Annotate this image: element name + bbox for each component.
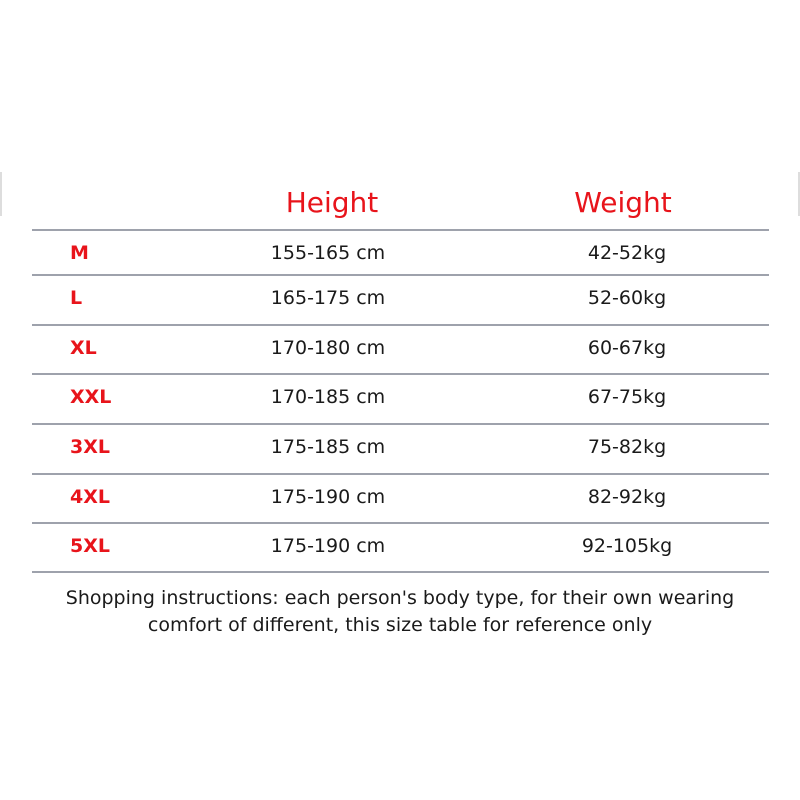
note-line-1: Shopping instructions: each person's bod…	[65, 587, 735, 609]
header-height: Height	[285, 186, 379, 219]
size-cell: 3XL	[70, 436, 110, 458]
table-row: XL 170-180 cm 60-67kg	[0, 337, 800, 367]
shopping-note: Shopping instructions: each person's bod…	[0, 585, 800, 639]
size-cell: XL	[70, 337, 97, 359]
size-cell: M	[70, 242, 89, 264]
weight-cell: 67-75kg	[587, 386, 667, 408]
size-cell: XXL	[70, 386, 112, 408]
edge-mark-left	[0, 172, 2, 216]
weight-cell: 92-105kg	[581, 535, 673, 557]
size-cell: 5XL	[70, 535, 110, 557]
height-cell: 175-190 cm	[270, 486, 386, 508]
height-cell: 170-185 cm	[270, 386, 386, 408]
table-row: 4XL 175-190 cm 82-92kg	[0, 486, 800, 516]
table-row: L 165-175 cm 52-60kg	[0, 287, 800, 317]
row-divider	[32, 522, 769, 524]
edge-mark-right	[798, 172, 800, 216]
height-cell: 170-180 cm	[270, 337, 386, 359]
weight-cell: 60-67kg	[587, 337, 667, 359]
table-row: 5XL 175-190 cm 92-105kg	[0, 535, 800, 565]
row-divider	[32, 229, 769, 231]
note-line-2: comfort of different, this size table fo…	[147, 614, 653, 636]
size-cell: 4XL	[70, 486, 110, 508]
weight-cell: 52-60kg	[587, 287, 667, 309]
row-divider	[32, 274, 769, 276]
header-weight: Weight	[574, 186, 672, 219]
height-cell: 165-175 cm	[270, 287, 386, 309]
table-row: M 155-165 cm 42-52kg	[0, 242, 800, 272]
height-cell: 175-190 cm	[270, 535, 386, 557]
size-cell: L	[70, 287, 83, 309]
row-divider	[32, 373, 769, 375]
height-cell: 175-185 cm	[270, 436, 386, 458]
row-divider	[32, 473, 769, 475]
row-divider	[32, 571, 769, 573]
row-divider	[32, 423, 769, 425]
table-row: XXL 170-185 cm 67-75kg	[0, 386, 800, 416]
weight-cell: 75-82kg	[587, 436, 667, 458]
table-row: 3XL 175-185 cm 75-82kg	[0, 436, 800, 466]
weight-cell: 82-92kg	[587, 486, 667, 508]
height-cell: 155-165 cm	[270, 242, 386, 264]
weight-cell: 42-52kg	[587, 242, 667, 264]
row-divider	[32, 324, 769, 326]
